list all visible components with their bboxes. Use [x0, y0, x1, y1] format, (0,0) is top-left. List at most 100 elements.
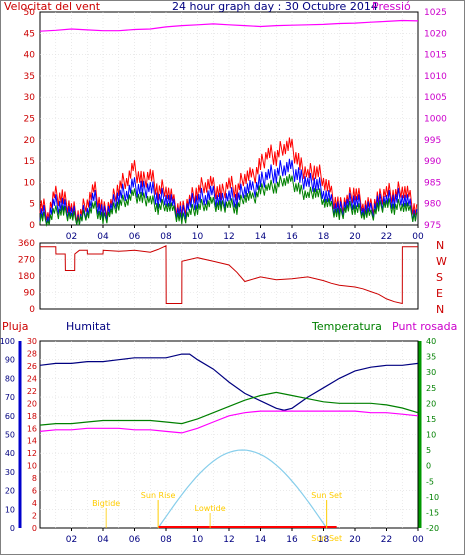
- rain-tick-label: 2: [32, 512, 37, 521]
- x-tick-label: 08: [160, 232, 172, 242]
- compass-label: N: [436, 239, 444, 252]
- temperature-tick-label: 30: [426, 368, 436, 377]
- left-tick-label: 5: [29, 200, 35, 210]
- x-tick-label: 22: [381, 535, 392, 545]
- temperature-tick-label: 35: [426, 353, 436, 362]
- x-tick-label: 04: [97, 535, 109, 545]
- temperature-tick-label: 5: [426, 446, 431, 455]
- rain-tick-label: 16: [27, 424, 37, 433]
- right-tick-label: 1005: [424, 93, 447, 103]
- x-tick-label: 06: [129, 535, 141, 545]
- humidity-tick-label: 60: [5, 412, 15, 421]
- left-tick-label: 35: [24, 72, 35, 82]
- wind-panel: Velocitat del vent 24 hour graph day : 3…: [4, 0, 447, 242]
- rain-tick-label: 18: [27, 412, 37, 421]
- rain-tick-label: 14: [27, 437, 37, 446]
- compass-label: E: [436, 287, 443, 300]
- humidity-tick-label: 90: [5, 356, 15, 365]
- left-tick-label: 15: [24, 157, 35, 167]
- temperature-tick-label: 0: [426, 462, 431, 471]
- humidity-tick-label: 0: [10, 524, 15, 533]
- rain-tick-label: 24: [27, 374, 37, 383]
- humidity-tick-label: 100: [0, 337, 15, 346]
- right-tick-label: 995: [424, 136, 441, 146]
- direction-tick-label: 270: [18, 256, 35, 266]
- right-tick-label: 990: [424, 157, 441, 167]
- rain-tick-label: 0: [32, 524, 37, 533]
- x-tick-label: 22: [381, 232, 392, 242]
- wind-left-label: Velocitat del vent: [4, 0, 101, 13]
- x-tick-label: 14: [255, 535, 267, 545]
- temperature-tick-label: -5: [426, 477, 434, 486]
- humidity-axis: 0 10 20 30 40 50 60 70 80 90 100: [0, 337, 15, 533]
- x-tick-label: 10: [192, 232, 204, 242]
- wind-left-axis: 0 5 10 15 20 25 30 35 40 45 50: [24, 8, 36, 231]
- direction-line: [40, 245, 418, 305]
- x-tick-label: 20: [349, 232, 361, 242]
- left-tick-label: 45: [24, 29, 35, 39]
- x-tick-label: 06: [129, 232, 141, 242]
- rain-tick-label: 26: [27, 362, 37, 371]
- temperature-label: Temperatura: [311, 320, 382, 333]
- humidity-label: Humitat: [66, 320, 111, 333]
- wind-right-axis: 975 980 985 990 995 1000 1005 1010 1015 1020 1025: [424, 8, 447, 231]
- rain-tick-label: 4: [32, 499, 37, 508]
- direction-tick-label: 0: [29, 305, 35, 315]
- left-tick-label: 30: [24, 93, 36, 103]
- x-tick-label: 02: [66, 232, 77, 242]
- solar-annotation: Sun Set: [311, 534, 342, 543]
- x-tick-label: 00: [412, 535, 424, 545]
- solar-annotation: Bigtide: [92, 499, 120, 508]
- humidity-tick-label: 80: [5, 374, 15, 383]
- rain-tick-label: 12: [27, 449, 37, 458]
- temperature-tick-label: -10: [426, 493, 439, 502]
- right-tick-label: 1015: [424, 51, 447, 61]
- dewpoint-line: [39, 410, 419, 434]
- solar-annotation: Sun Rise: [141, 491, 176, 500]
- left-tick-label: 40: [24, 51, 36, 61]
- temperature-tick-label: 20: [426, 399, 436, 408]
- direction-left-axis: 0 90 180 270 360: [18, 239, 35, 315]
- wind-x-axis: 02 04 06 08 10 12 14 16 18 20 22 00: [66, 225, 424, 242]
- compass-label: S: [436, 271, 443, 284]
- x-tick-label: 02: [66, 535, 77, 545]
- left-tick-label: 50: [24, 8, 36, 18]
- left-tick-label: 0: [29, 221, 35, 231]
- x-tick-label: 20: [349, 535, 361, 545]
- x-tick-label: 08: [160, 535, 172, 545]
- direction-tick-label: 360: [18, 239, 35, 249]
- climate-x-axis: 02 04 06 08 10 12 14 16 18 20 22 00: [66, 528, 424, 545]
- wind-right-label: Pressió: [372, 0, 411, 13]
- rain-tick-label: 20: [27, 399, 37, 408]
- right-tick-label: 1020: [424, 29, 447, 39]
- x-tick-label: 18: [318, 535, 330, 545]
- x-tick-label: 16: [286, 232, 298, 242]
- x-tick-label: 16: [286, 535, 298, 545]
- climate-series: [39, 353, 419, 529]
- rain-tick-label: 10: [27, 462, 37, 471]
- humidity-tick-label: 10: [5, 505, 15, 514]
- direction-tick-label: 90: [24, 289, 36, 299]
- rain-tick-label: 22: [27, 387, 37, 396]
- temperature-tick-label: 40: [426, 337, 436, 346]
- climate-panel: Pluja Humitat Temperatura Punt rosada 0 1…: [0, 320, 457, 545]
- humidity-tick-label: 30: [5, 468, 15, 477]
- direction-gridlines: [40, 243, 418, 309]
- x-tick-label: 10: [192, 535, 204, 545]
- humidity-tick-label: 70: [5, 393, 15, 402]
- left-tick-label: 25: [24, 115, 35, 125]
- temperature-tick-label: 15: [426, 415, 436, 424]
- x-tick-label: 14: [255, 232, 267, 242]
- direction-tick-label: 180: [18, 272, 35, 282]
- left-tick-label: 20: [24, 136, 36, 146]
- temperature-tick-label: -20: [426, 524, 439, 533]
- wind-series: [39, 19, 419, 227]
- temperature-tick-label: 25: [426, 384, 436, 393]
- rain-tick-label: 30: [27, 337, 37, 346]
- right-tick-label: 1000: [424, 115, 447, 125]
- x-tick-label: 00: [412, 232, 424, 242]
- temperature-line: [39, 391, 419, 426]
